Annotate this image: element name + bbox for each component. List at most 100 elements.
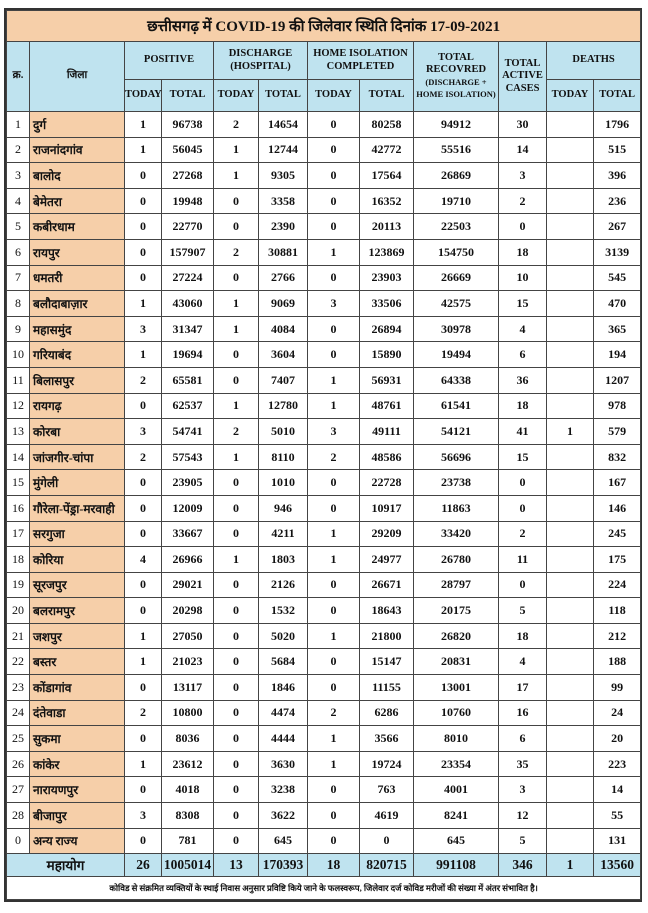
cell-hi-today: 0: [307, 674, 360, 701]
cell-district: बस्तर: [29, 648, 125, 676]
cell-death-today: [546, 392, 594, 420]
cell-death-total: 1207: [592, 366, 642, 394]
cell-sr: 11: [6, 366, 30, 394]
cell-pos-total: 4018: [161, 776, 214, 804]
cell-death-total: 267: [592, 213, 642, 240]
cell-sr: 10: [6, 341, 30, 368]
cell-active: 0: [498, 469, 547, 496]
cell-dis-total: 1532: [258, 597, 308, 624]
cell-pos-today: 0: [124, 776, 162, 804]
header-total: TOTAL: [258, 79, 308, 112]
cell-hi-total: 26894: [359, 315, 414, 343]
header-total-active: TOTAL ACTIVE CASES: [498, 41, 547, 112]
cell-recovered: 23354: [413, 750, 499, 778]
cell-district: सरगुजा: [29, 520, 125, 548]
cell-dis-total: 5684: [258, 648, 308, 676]
cell-pos-today: 0: [124, 827, 162, 855]
cell-death-today: [546, 776, 594, 804]
cell-active: 16: [498, 699, 547, 727]
cell-pos-today: 0: [124, 725, 162, 752]
footnote: कोविड से संक्रमित व्यक्तियों के स्थाई नि…: [5, 876, 642, 901]
cell-sr: 2: [6, 136, 30, 164]
cell-district: दुर्ग: [29, 111, 125, 138]
cell-district: अन्य राज्य: [29, 827, 125, 855]
cell-hi-total: 48761: [359, 392, 414, 420]
cell-pos-total: 20298: [161, 597, 214, 624]
cell-dis-today: 2: [213, 418, 259, 445]
table-row: 3 बालोद 0 27268 1 9305 0 17564 26869 3 396: [6, 162, 642, 189]
cell-pos-today: 0: [124, 469, 162, 496]
cell-dis-today: 0: [213, 571, 259, 599]
table-row: 13 कोरबा 3 54741 2 5010 3 49111 54121 41 1 579: [6, 418, 642, 445]
cell-death-today: [546, 546, 594, 573]
cell-dis-total: 1846: [258, 674, 308, 701]
cell-dis-total: 1010: [258, 469, 308, 496]
cell-district: महासमुंद: [29, 315, 125, 343]
cell-hi-today: 1: [307, 392, 360, 420]
cell-hi-today: 0: [307, 111, 360, 138]
header-today: TODAY: [213, 79, 259, 112]
cell-death-today: [546, 469, 594, 496]
cell-dis-today: 2: [213, 111, 259, 138]
table-row: 17 सरगुजा 0 33667 0 4211 1 29209 33420 2 245: [6, 520, 642, 548]
cell-recovered: 26780: [413, 546, 499, 573]
cell-dis-total: 2766: [258, 264, 308, 292]
table-row: 18 कोरिया 4 26966 1 1803 1 24977 26780 11 175: [6, 546, 642, 573]
cell-dis-total: 3622: [258, 802, 308, 829]
cell-active: 6: [498, 341, 547, 368]
cell-pos-total: 27224: [161, 264, 214, 292]
cell-sr: 21: [6, 622, 30, 650]
cell-dis-today: 0: [213, 264, 259, 292]
cell-death-total: 118: [592, 597, 642, 624]
cell-hi-total: 763: [359, 776, 414, 804]
cell-hi-total: 10917: [359, 494, 414, 522]
cell-recovered: 42575: [413, 290, 499, 317]
cell-pos-total: 13117: [161, 674, 214, 701]
cell-recovered: 11863: [413, 494, 499, 522]
cell-dis-today: 0: [213, 597, 259, 624]
cell-hi-today: 2: [307, 699, 360, 727]
table-row: 19 सूरजपुर 0 29021 0 2126 0 26671 28797 0 224: [6, 571, 642, 599]
cell-sr: 3: [6, 162, 30, 189]
cell-recovered: 61541: [413, 392, 499, 420]
cell-district: कबीरधाम: [29, 213, 125, 240]
cell-death-today: [546, 290, 594, 317]
cell-district: रायपुर: [29, 238, 125, 266]
cell-active: 15: [498, 290, 547, 317]
cell-death-total: 223: [592, 750, 642, 778]
cell-pos-today: 1: [124, 290, 162, 317]
cell-hi-total: 11155: [359, 674, 414, 701]
cell-sr: 5: [6, 213, 30, 240]
cell-pos-today: 0: [124, 571, 162, 599]
cell-sr: 1: [6, 111, 30, 138]
cell-district: गरियाबंद: [29, 341, 125, 368]
cell-dis-total: 9069: [258, 290, 308, 317]
cell-district: गौरेला-पेंड्रा-मरवाही: [29, 494, 125, 522]
cell-district: जशपुर: [29, 622, 125, 650]
cell-sr: 13: [6, 418, 30, 445]
cell-district: बलौदाबाज़ार: [29, 290, 125, 317]
cell-dis-today: 1: [213, 315, 259, 343]
cell-recovered: 20175: [413, 597, 499, 624]
cell-hi-total: 4619: [359, 802, 414, 829]
cell-dis-today: 0: [213, 469, 259, 496]
cell-death-today: [546, 597, 594, 624]
cell-recovered: 645: [413, 827, 499, 855]
cell-active: 30: [498, 111, 547, 138]
cell-hi-today: 0: [307, 827, 360, 855]
cell-sr: 17: [6, 520, 30, 548]
cell-hi-today: 0: [307, 162, 360, 189]
cell-sr: 14: [6, 443, 30, 471]
cell-active: 5: [498, 827, 547, 855]
cell-district: कांकेर: [29, 750, 125, 778]
cell-district: मुंगेली: [29, 469, 125, 496]
cell-pos-total: 22770: [161, 213, 214, 240]
cell-pos-today: 3: [124, 418, 162, 445]
cell-death-today: [546, 187, 594, 215]
cell-hi-today: 3: [307, 418, 360, 445]
cell-dis-today: 1: [213, 136, 259, 164]
table-row: 1 दुर्ग 1 96738 2 14654 0 80258 94912 30 1796: [6, 111, 642, 138]
cell-death-today: [546, 725, 594, 752]
cell-death-today: [546, 520, 594, 548]
cell-dis-total: 12744: [258, 136, 308, 164]
